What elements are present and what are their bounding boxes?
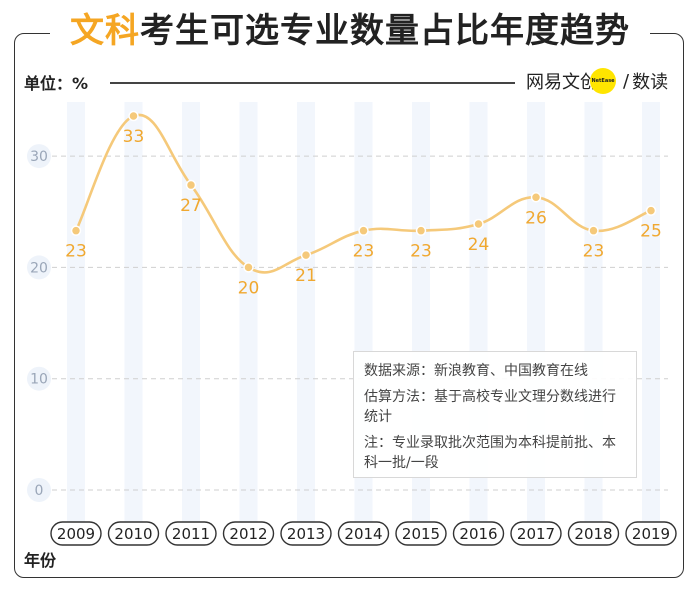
x-tick-pill bbox=[395, 521, 447, 546]
netease-logo-icon: NetEase bbox=[590, 68, 616, 94]
data-label: 25 bbox=[640, 222, 662, 242]
brand-separator: / bbox=[623, 70, 630, 92]
x-tick-label: 2015 bbox=[402, 525, 440, 543]
data-point bbox=[185, 179, 197, 191]
data-point bbox=[588, 225, 599, 236]
x-tick-pill bbox=[567, 521, 620, 546]
year-band bbox=[67, 102, 85, 522]
x-tick-label: 2010 bbox=[114, 525, 152, 543]
x-tick-label: 2019 bbox=[632, 525, 670, 543]
x-axis-label: 年份 bbox=[24, 551, 57, 570]
y-tick-label: 10 bbox=[30, 372, 48, 388]
data-label: 23 bbox=[583, 242, 605, 262]
data-point bbox=[645, 205, 657, 216]
data-point bbox=[530, 192, 542, 203]
year-band bbox=[239, 102, 258, 522]
data-point bbox=[70, 225, 82, 236]
x-tick-pill bbox=[280, 521, 332, 546]
x-tick-label: 2017 bbox=[517, 525, 555, 543]
unit-divider bbox=[110, 82, 515, 84]
x-tick-pill bbox=[222, 521, 275, 546]
data-label: 20 bbox=[238, 278, 260, 298]
x-tick-label: 2012 bbox=[229, 525, 267, 543]
x-tick-pill bbox=[625, 521, 677, 546]
x-tick-pill bbox=[337, 521, 390, 546]
x-tick-label: 2013 bbox=[287, 525, 325, 543]
brand-suffix: 数读 bbox=[632, 72, 669, 93]
chart-title: 文科考生可选专业数量占比年度趋势 bbox=[50, 4, 650, 58]
x-tick-label: 2011 bbox=[172, 525, 210, 543]
notes-box: 数据来源：新浪教育、中国教育在线 估算方法：基于高校专业文理分数线进行统计 注：… bbox=[353, 351, 637, 478]
x-tick-pill bbox=[165, 521, 217, 546]
note-method: 估算方法：基于高校专业文理分数线进行统计 bbox=[364, 389, 616, 425]
note-remark: 注：专业录取批次范围为本科提前批、本科一批/一段 bbox=[364, 435, 616, 471]
data-point bbox=[300, 249, 312, 261]
unit-label: 单位：% bbox=[24, 74, 89, 93]
data-point bbox=[358, 225, 369, 236]
y-tick-label: 0 bbox=[35, 483, 44, 499]
data-label: 24 bbox=[468, 235, 490, 255]
title-highlight: 文科 bbox=[70, 11, 140, 51]
brand-logo: 网易文创 NetEase / 数读 bbox=[526, 66, 668, 96]
y-tick-badge bbox=[27, 255, 51, 280]
data-label: 23 bbox=[410, 242, 432, 262]
y-tick-label: 30 bbox=[30, 149, 48, 165]
x-tick-label: 2009 bbox=[57, 525, 95, 543]
x-tick-label: 2018 bbox=[574, 525, 612, 543]
y-tick-badge bbox=[27, 478, 51, 502]
note-source: 数据来源：新浪教育、中国教育在线 bbox=[364, 363, 588, 379]
year-band bbox=[182, 102, 200, 522]
data-label: 23 bbox=[353, 242, 375, 262]
y-tick-label: 20 bbox=[30, 260, 48, 276]
data-label: 27 bbox=[180, 196, 202, 216]
series-line bbox=[74, 113, 652, 274]
y-tick-badge bbox=[27, 144, 51, 169]
year-band bbox=[297, 102, 315, 522]
data-point bbox=[473, 218, 484, 230]
data-label: 33 bbox=[123, 127, 145, 147]
y-tick-badge bbox=[27, 366, 51, 391]
data-point bbox=[243, 262, 254, 273]
x-tick-pill bbox=[452, 521, 505, 546]
x-tick-label: 2014 bbox=[344, 525, 382, 543]
title-rest: 考生可选专业数量占比年度趋势 bbox=[140, 11, 630, 51]
data-label: 26 bbox=[525, 208, 547, 228]
data-point bbox=[128, 110, 139, 122]
data-label: 21 bbox=[295, 266, 317, 286]
year-band bbox=[642, 102, 660, 522]
brand-name: 网易文创 bbox=[526, 72, 598, 93]
x-tick-pill bbox=[510, 521, 562, 546]
data-label: 23 bbox=[65, 242, 87, 262]
year-band bbox=[124, 102, 143, 522]
x-tick-label: 2016 bbox=[459, 525, 497, 543]
x-tick-pill bbox=[107, 521, 160, 546]
x-tick-pill bbox=[50, 521, 102, 546]
data-point bbox=[415, 225, 427, 236]
